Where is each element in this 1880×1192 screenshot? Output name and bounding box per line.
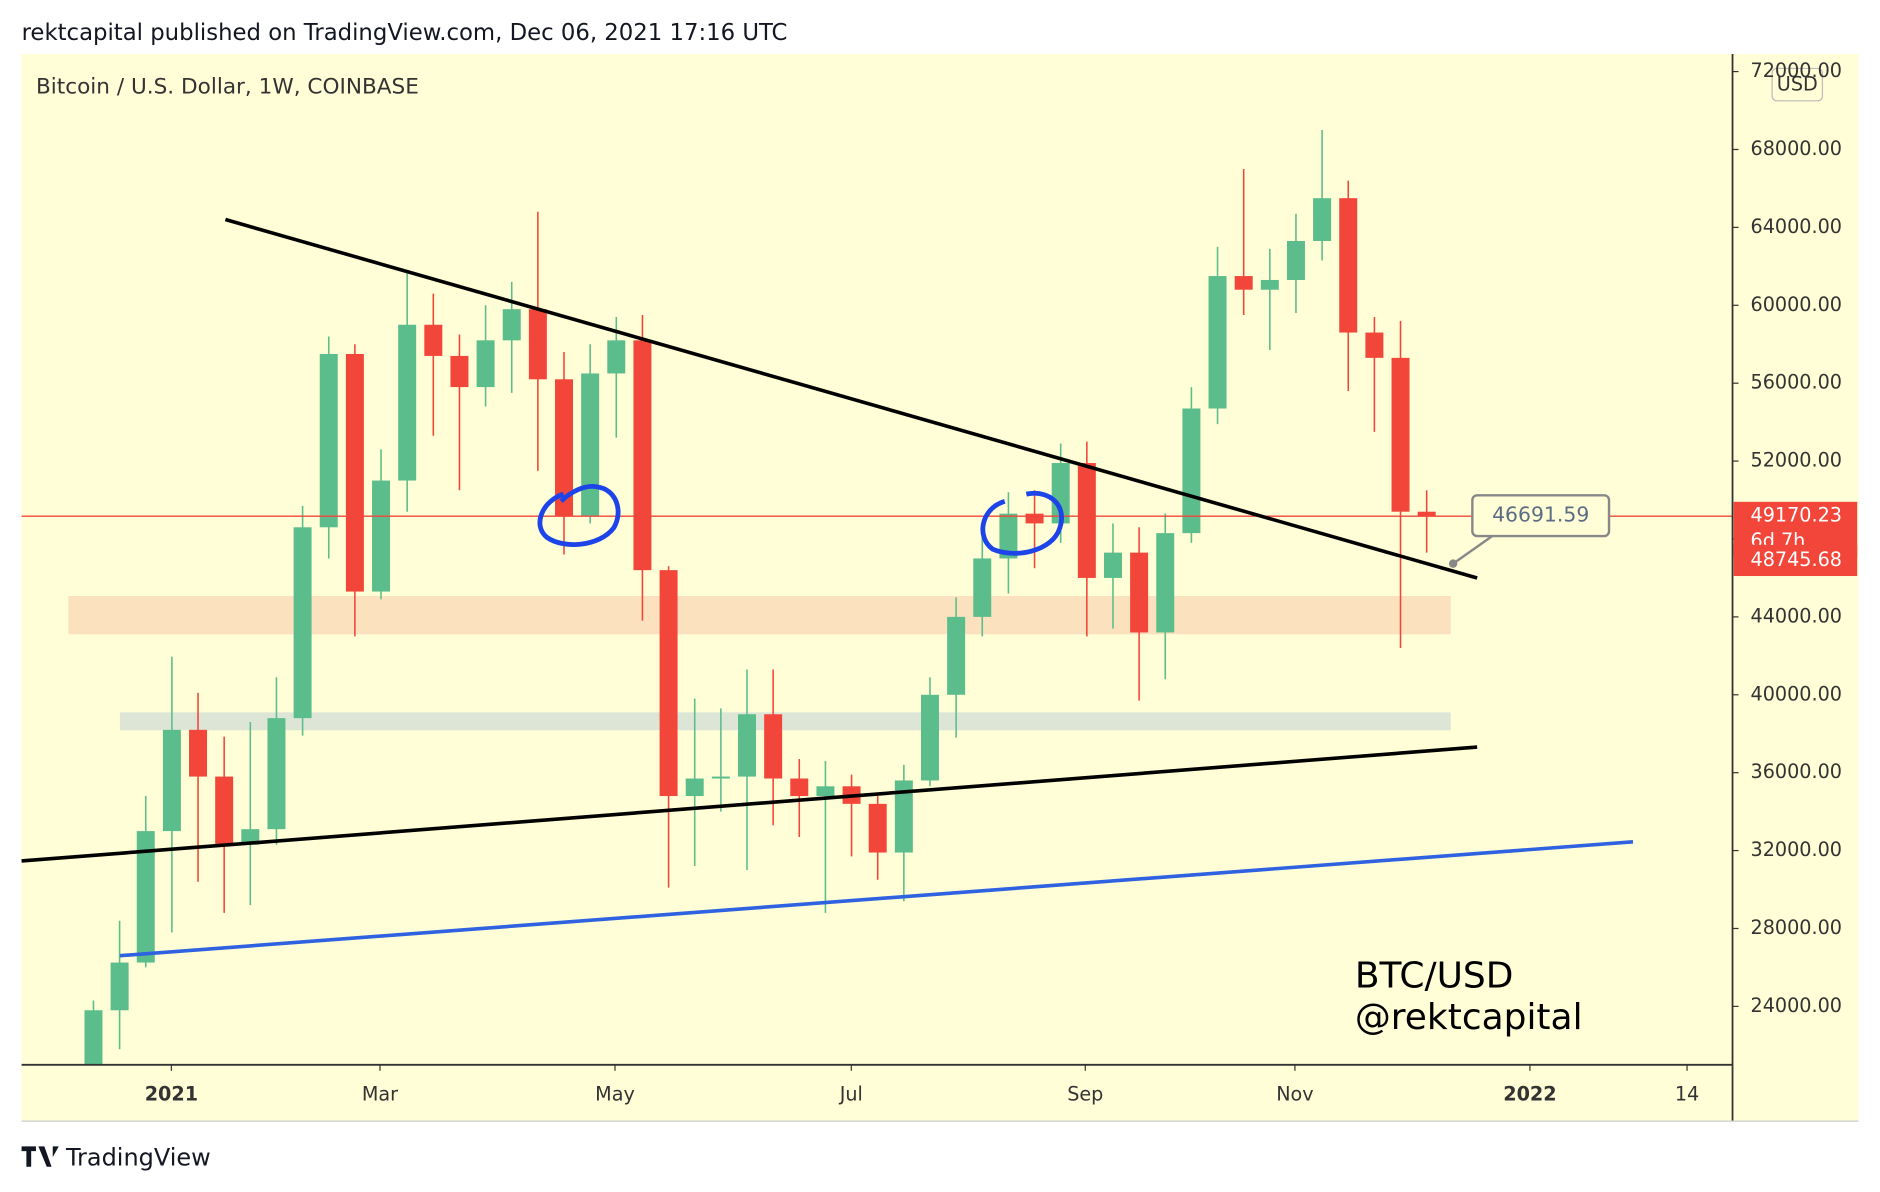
y-tick-label: 24000.00 [1751, 994, 1842, 1017]
candle-body [607, 340, 626, 374]
candle-body [1156, 533, 1175, 633]
candle-body [973, 558, 992, 617]
circle-annotation [980, 490, 1064, 556]
last-price-label: 49170.23 [1751, 504, 1842, 527]
candle-body [450, 355, 469, 388]
candle-body [1051, 463, 1070, 524]
candle-body [1208, 276, 1227, 409]
y-tick-label: 32000.00 [1751, 838, 1842, 861]
y-tick-label: 40000.00 [1751, 682, 1842, 705]
y-tick-label: 72000.00 [1751, 59, 1842, 82]
brand: TradingView [21, 1143, 211, 1171]
candle-body [319, 353, 338, 528]
support-zone [119, 712, 1451, 731]
x-tick-label: 14 [1675, 1082, 1699, 1105]
candle-body [1130, 552, 1149, 633]
candle-body [555, 379, 574, 516]
candle-body [189, 729, 208, 777]
candle-body [1234, 276, 1253, 290]
y-tick-label: 60000.00 [1751, 293, 1842, 316]
plot-area [21, 130, 1733, 1065]
candle-body [136, 831, 155, 963]
candle-body [345, 353, 364, 592]
candle-body [293, 527, 312, 719]
candle-body [1286, 241, 1305, 280]
candle-body [1182, 408, 1201, 534]
candle-body [267, 718, 286, 830]
second-price-box [1733, 544, 1858, 577]
candle-body [502, 309, 521, 341]
candle-body [1391, 357, 1410, 512]
candle-body [162, 729, 181, 832]
candle-body [659, 570, 678, 797]
candle-body [633, 340, 652, 571]
candle-body [685, 778, 704, 797]
drawings: 46691.59 [21, 217, 1634, 958]
candle-body [528, 309, 547, 380]
trend-line [21, 745, 1478, 863]
publish-header: rektcapital published on TradingView.com… [22, 20, 788, 46]
candle-body [581, 373, 600, 516]
candle-body [215, 776, 234, 845]
symbol-title: Bitcoin / U.S. Dollar, 1W, COINBASE [36, 75, 419, 100]
y-tick-label: 56000.00 [1751, 371, 1842, 394]
candle-body [1313, 198, 1332, 242]
candle-body [1417, 511, 1436, 517]
candle-body [424, 324, 443, 356]
x-tick-label: 2022 [1503, 1082, 1556, 1105]
currency-badge [1771, 67, 1824, 102]
second-price-label: 48745.68 [1751, 548, 1842, 571]
candle-body [110, 962, 129, 1011]
candle-body [999, 513, 1018, 559]
x-tick-label: Jul [839, 1082, 863, 1105]
candle-body [84, 1010, 103, 1065]
watermark: @rektcapital [1355, 997, 1583, 1038]
candle-body [476, 340, 495, 388]
y-tick-label: 36000.00 [1751, 760, 1842, 783]
candle-body [790, 778, 809, 797]
y-tick-label: 68000.00 [1751, 137, 1842, 160]
candle-body [947, 616, 966, 695]
x-tick-label: Sep [1067, 1082, 1103, 1105]
brand-name: TradingView [65, 1143, 211, 1171]
candle-body [398, 324, 417, 481]
callout-label: 46691.59 [1492, 503, 1589, 527]
circle-annotation [537, 484, 621, 547]
candle-body [764, 714, 783, 779]
trend-line [119, 839, 1634, 958]
y-tick-label: 52000.00 [1751, 449, 1842, 472]
candle-body [920, 694, 939, 781]
x-tick-label: Nov [1276, 1082, 1313, 1105]
candle-body [816, 786, 835, 797]
candle-body [711, 776, 730, 779]
candle-body [738, 714, 756, 777]
candle-body [1339, 198, 1358, 333]
brand-logo [21, 1146, 59, 1167]
callout-box [1471, 494, 1611, 538]
callout-anchor [1448, 559, 1458, 568]
watermark: BTC/USD [1355, 955, 1514, 996]
candle-body [1260, 279, 1279, 290]
candle-body [1025, 513, 1044, 524]
candle-body [1103, 552, 1122, 578]
y-tick-label: 64000.00 [1751, 215, 1842, 238]
currency-label: USD [1777, 73, 1818, 96]
x-tick-label: May [595, 1082, 635, 1105]
candle-body [868, 803, 887, 853]
candle-body [1365, 332, 1384, 358]
y-tick-label: 28000.00 [1751, 916, 1842, 939]
candle-body [894, 780, 913, 853]
x-tick-label: 2021 [145, 1082, 198, 1105]
candle-body [1077, 463, 1096, 578]
chart-background [21, 54, 1859, 1122]
candle-body [372, 480, 391, 592]
trend-line [224, 217, 1478, 580]
callout-pointer [1452, 533, 1495, 565]
x-tick-label: Mar [362, 1082, 398, 1105]
support-zone [68, 596, 1451, 635]
candle-body [241, 829, 260, 845]
y-tick-label: 44000.00 [1751, 604, 1842, 627]
